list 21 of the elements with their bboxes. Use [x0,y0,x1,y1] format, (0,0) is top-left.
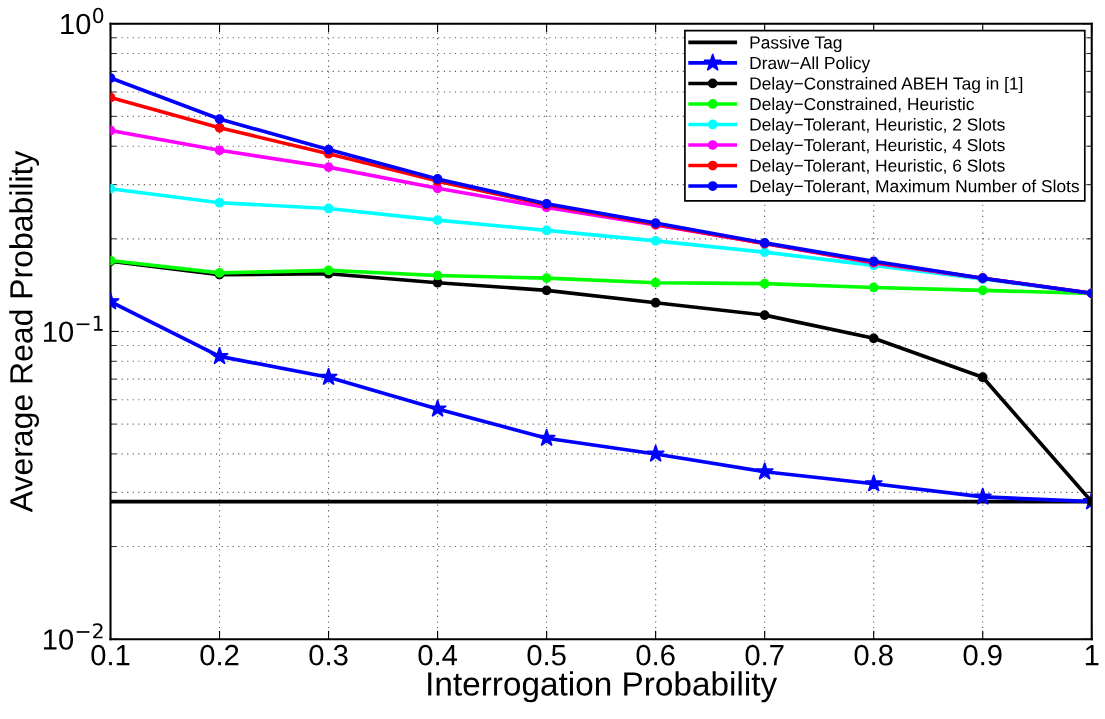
legend-label: Delay−Tolerant, Heuristic, 2 Slots [750,117,1005,135]
x-axis-title: Interrogation Probability [428,671,778,703]
x-tick-label: 0.3 [309,644,348,666]
x-tick-label: 0.2 [200,644,239,666]
y-tick-label: 10$^{0}$ [61,7,104,35]
legend-label: Delay−Tolerant, Heuristic, 6 Slots [750,159,1005,176]
legend-label: Delay−Tolerant, Heuristic, 4 Slots [750,138,1005,155]
x-tick-label: 0.7 [745,644,784,666]
legend-label: Delay−Tolerant, Maximum Number of Slots [750,179,1079,196]
x-tick-label: 0.6 [636,644,675,666]
y-tick-label: 10$^{−1}$ [43,315,103,343]
x-tick-label: 0.9 [963,644,1002,666]
x-tick-label: 0.4 [418,644,457,666]
legend-label: Draw−All Policy [750,56,871,73]
y-axis-title: Average Read Probability [9,150,39,513]
legend-label: Delay−Constrained ABEH Tag in [1] [750,76,1023,94]
legend-label: Delay−Constrained, Heuristic [750,97,974,114]
x-tick-label: 0.5 [527,644,566,666]
x-tick-label: 0.8 [854,644,893,666]
x-tick-label: 1 [1085,645,1099,666]
legend-label: Passive Tag [750,35,842,53]
